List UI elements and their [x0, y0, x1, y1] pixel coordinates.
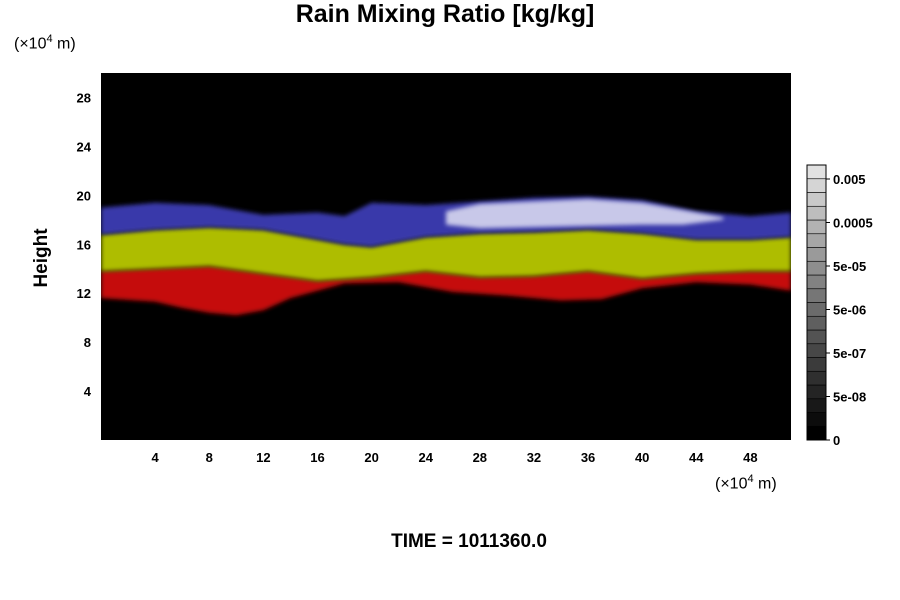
y-tick-label: 4 [84, 384, 92, 399]
x-tick-label: 24 [418, 450, 433, 465]
colorbar-swatch [806, 178, 827, 193]
y-tick-label: 24 [77, 139, 92, 154]
x-tick-label: 12 [256, 450, 270, 465]
x-tick-label: 32 [527, 450, 541, 465]
colorbar-swatch [806, 192, 827, 207]
x-tick-label: 20 [364, 450, 378, 465]
band-yellow [101, 227, 791, 281]
colorbar-label: 0.0005 [833, 216, 873, 231]
y-axis-unit: (×104 m) [14, 33, 76, 53]
colorbar-swatch [806, 274, 827, 290]
x-tick-label: 44 [689, 450, 704, 465]
band-white [446, 199, 724, 229]
x-axis-unit: (×104 m) [715, 473, 777, 493]
y-tick-label: 28 [77, 90, 91, 105]
time-readout: TIME = 1011360.0 [391, 531, 547, 552]
field-bands [101, 196, 791, 316]
y-tick-label: 16 [77, 237, 91, 252]
x-tick-label: 4 [152, 450, 160, 465]
y-tick-label: 8 [84, 335, 91, 350]
colorbar-swatch [806, 164, 827, 180]
colorbar-swatch [806, 425, 827, 441]
colorbar-swatch [806, 233, 827, 248]
colorbar-swatch [806, 205, 827, 221]
colorbar-swatch [806, 370, 827, 386]
chart-title: Rain Mixing Ratio [kg/kg] [295, 0, 595, 28]
colorbar-swatch [806, 260, 827, 276]
colorbar-swatch [806, 343, 827, 358]
y-tick-label: 20 [77, 188, 91, 203]
colorbar-label: 5e-08 [833, 390, 866, 405]
band-red [101, 266, 791, 316]
colorbar-swatch [806, 412, 827, 427]
colorbar-swatch [806, 357, 827, 372]
x-tick-label: 48 [743, 450, 757, 465]
colorbar-label: 5e-06 [833, 303, 866, 318]
colorbar-swatch [806, 247, 827, 262]
colorbar-swatch [806, 219, 827, 235]
colorbar-label: 5e-07 [833, 346, 866, 361]
colorbar-label: 5e-05 [833, 259, 866, 274]
x-tick-label: 8 [206, 450, 213, 465]
x-tick-label: 36 [581, 450, 595, 465]
colorbar-swatch [806, 288, 827, 303]
x-tick-label: 28 [473, 450, 487, 465]
y-tick-label: 12 [77, 286, 91, 301]
x-tick-label: 16 [310, 450, 324, 465]
colorbar-swatch [806, 384, 827, 400]
colorbar-label: 0 [833, 433, 840, 448]
x-tick-label: 40 [635, 450, 649, 465]
colorbar-swatch [806, 302, 827, 317]
colorbar-frame [806, 164, 827, 441]
colorbar-swatch [806, 329, 827, 345]
colorbar-swatch [806, 398, 827, 413]
colorbar-swatch [806, 315, 827, 331]
colorbar-label: 0.005 [833, 172, 866, 187]
